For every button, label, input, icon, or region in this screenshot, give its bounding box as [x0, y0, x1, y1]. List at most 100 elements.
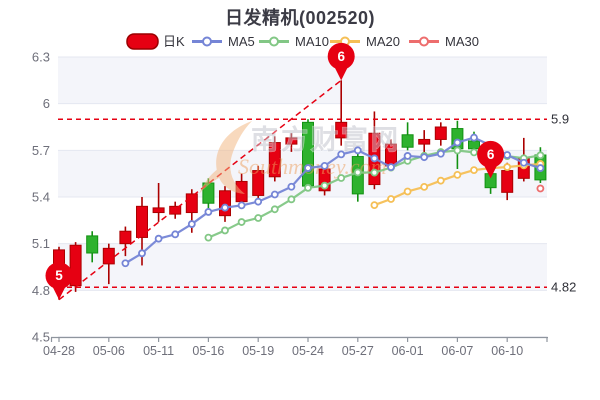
candle: [401, 122, 414, 151]
y-axis-label: 5.1: [32, 236, 50, 251]
ma-point-marker: [403, 187, 412, 196]
ma-point-marker: [420, 153, 429, 162]
ma-point-marker: [453, 171, 462, 179]
ma-point-marker: [154, 234, 163, 243]
marker-balloon: 6: [327, 42, 355, 81]
x-axis-label: 05-19: [242, 344, 274, 358]
x-axis-label: 06-10: [491, 344, 523, 358]
ma-point-marker: [187, 220, 196, 228]
ma-point-marker: [453, 138, 462, 147]
ma-point-marker: [320, 161, 329, 170]
candle: [268, 136, 281, 182]
candle: [169, 201, 182, 219]
balloon-icon: [327, 42, 355, 70]
ma-point-marker: [453, 146, 462, 155]
grid-band: [58, 57, 547, 104]
ma-point-marker: [436, 149, 445, 158]
x-axis-label: 06-07: [441, 344, 473, 358]
candle: [119, 226, 132, 257]
legend-item-MA10[interactable]: MA10: [259, 34, 329, 49]
ma-point-marker: [121, 259, 130, 268]
balloon-icon: [45, 262, 73, 290]
x-axis-label: 06-01: [392, 344, 424, 358]
ma-point-marker: [138, 249, 146, 258]
candle: [418, 130, 431, 155]
y-axis-label: 4.5: [32, 330, 50, 345]
chart-title: 日发精机(002520): [224, 8, 376, 28]
balloon-label: 6: [337, 49, 345, 64]
candle-body: [501, 170, 514, 193]
ma-lines-layer: [121, 133, 545, 268]
ma-point-marker: [436, 176, 445, 185]
watermark-swirl-icon: [216, 121, 252, 194]
ma-point-marker: [320, 181, 329, 190]
candle: [285, 133, 298, 152]
ma-point-marker: [237, 218, 246, 226]
candle-body: [252, 170, 265, 196]
ma-point-marker: [270, 190, 279, 199]
legend-item-label: MA5: [228, 34, 255, 49]
candle-body: [285, 137, 298, 145]
x-axis-label: 05-24: [292, 344, 324, 358]
ma-point-marker: [221, 203, 229, 212]
marker-balloon: 6: [477, 140, 505, 179]
candle: [335, 80, 348, 146]
ma-point-marker: [536, 164, 545, 172]
y-axis-label: 6.3: [32, 50, 50, 65]
candle-body: [468, 140, 480, 150]
balloon-tip-icon: [334, 66, 349, 81]
grid-band: [58, 243, 547, 291]
candle-body: [152, 207, 165, 214]
ma-point-marker: [353, 168, 362, 177]
marker-balloon: 5: [45, 262, 73, 300]
x-axis-label: 05-11: [143, 344, 174, 358]
ma-point-marker: [270, 205, 279, 214]
ma-line-ma5: [121, 133, 545, 268]
x-axis-label: 04-28: [43, 344, 75, 358]
legend-item-MA5[interactable]: MA5: [192, 34, 255, 49]
ma-point-marker: [403, 152, 412, 160]
ma-point-marker: [353, 146, 362, 155]
x-axis-label: 05-06: [93, 344, 125, 358]
ma-point-marker: [370, 168, 379, 177]
ma-point-marker: [237, 201, 246, 210]
ma-point-marker: [536, 184, 545, 193]
x-axis-label: 05-16: [192, 344, 224, 358]
candle-body: [69, 244, 82, 287]
legend-item-label: 日K: [163, 34, 185, 49]
ma-point-marker: [287, 195, 296, 204]
candle-body: [401, 134, 414, 148]
ma-point-marker: [470, 148, 478, 157]
candle-body: [418, 138, 431, 145]
legend-item-K[interactable]: 日K: [126, 33, 185, 50]
ma-point-marker: [337, 150, 346, 159]
candle-body: [169, 205, 182, 215]
ma-point-marker: [370, 201, 379, 209]
legend: 日K MA5 MA10 MA20 MA30: [126, 33, 479, 50]
ma-point-marker: [387, 195, 395, 203]
candle: [434, 122, 447, 146]
ma-point-marker: [221, 226, 229, 235]
candle-body: [136, 205, 148, 238]
ma-point-marker: [519, 158, 528, 167]
ma-point-marker: [171, 230, 180, 239]
reference-lines: 5.9 4.82: [58, 79, 576, 301]
legend-item-MA30[interactable]: MA30: [409, 34, 479, 49]
y-axis: 6.3 6 5.7 5.4 5.1 4.8 4.5: [32, 50, 50, 345]
watermark-cn-text: 南方财富网: [251, 124, 401, 155]
watermark-swirl-icon: [199, 163, 231, 194]
ma-point-marker: [470, 166, 478, 174]
marker-balloons: 5 6 6: [45, 42, 505, 300]
balloon-label: 5: [55, 268, 63, 283]
ma-point-marker: [420, 182, 429, 191]
candle-body: [86, 235, 99, 254]
x-axis: 04-28 05-06 05-11 05-16 05-19 05-24 05-27 06-01…: [43, 336, 548, 358]
candle: [152, 183, 165, 222]
legend-item-label: MA10: [295, 34, 329, 49]
balloon-icon: [477, 140, 505, 168]
ma-point-marker: [337, 174, 346, 182]
ma-point-marker: [304, 164, 312, 172]
candle-body: [185, 193, 198, 214]
